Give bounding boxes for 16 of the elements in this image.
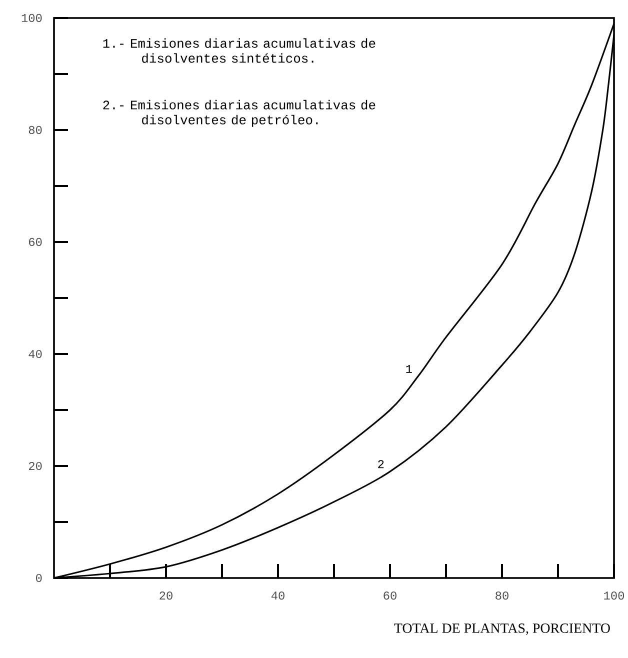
x-tick-label: 40 — [271, 592, 284, 600]
annotation: 2.- Emisiones diarias acumulativas de disolventes de petróleo. — [103, 100, 376, 127]
y-tick-label: 60 — [28, 238, 42, 246]
y-tick-label: 0 — [36, 574, 42, 582]
x-tick-label: 20 — [160, 592, 172, 600]
x-axis-title: TOTAL DE PLANTAS, PORCIENTO — [394, 624, 610, 635]
x-tick-label: 100 — [604, 592, 624, 600]
y-tick-label: 40 — [28, 350, 42, 358]
y-tick-label: 80 — [28, 126, 42, 134]
annotation: 1.- Emisiones diarias acumulativas de disolventes sintéticos. — [103, 38, 376, 63]
x-tick-label: 80 — [496, 592, 508, 600]
x-tick-label: 60 — [384, 592, 396, 600]
series-label: 2 — [378, 460, 384, 468]
y-tick-label: 100 — [22, 14, 42, 22]
y-tick-label: 20 — [28, 462, 42, 470]
series-label: 1 — [406, 365, 412, 373]
